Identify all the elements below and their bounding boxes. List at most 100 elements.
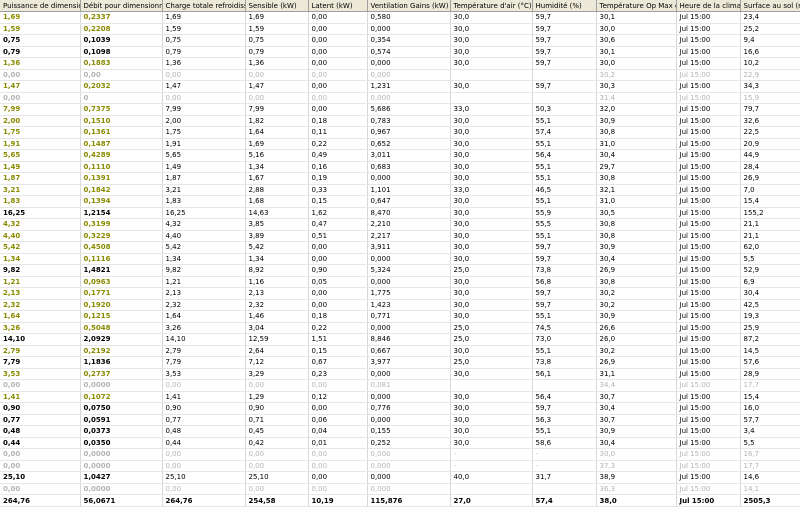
cell: 30,1: [596, 11, 677, 24]
cell: Jul 15:00: [676, 230, 741, 242]
cell: 30,0: [450, 207, 533, 219]
column-header[interactable]: Débit pour dimensionnem...: [80, 0, 163, 12]
cell: 0,354: [367, 34, 451, 47]
cell: Jul 15:00: [676, 368, 741, 380]
data-row: 1,49 0,1110 1,49 1,34 0,16 0,683 30,0 55,1 29,7 J…: [0, 161, 800, 173]
cell: 0,16: [308, 161, 368, 173]
cell: 7,79: [0, 356, 81, 369]
cell: 30,0: [450, 218, 533, 231]
column-header[interactable]: Température d'air (°C): [450, 0, 533, 12]
cell: 0,18: [308, 115, 368, 127]
column-header[interactable]: Ventilation Gains (kW): [367, 0, 451, 12]
cell: 31,1: [596, 368, 677, 380]
cell: 2,00: [0, 115, 81, 127]
cell: 0,000: [367, 368, 451, 380]
column-header[interactable]: Charge totale refroidisse...: [162, 0, 246, 12]
cell: 0,1110: [80, 161, 163, 173]
data-row: 1,87 0,1391 1,87 1,67 0,19 0,000 30,0 55,1 30,8 J…: [0, 172, 800, 185]
cell: 0,252: [367, 437, 451, 449]
cell: 1,231: [367, 80, 451, 93]
cell: Jul 15:00: [676, 149, 741, 162]
cell: 0,00: [308, 23, 368, 35]
cell: 0,00: [80, 69, 163, 81]
column-header[interactable]: Heure de la climat...: [676, 0, 741, 12]
cell: 4,40: [162, 230, 246, 242]
cell: 3,53: [0, 368, 81, 380]
cell: 55,1: [532, 172, 597, 185]
cell: 30,0: [450, 253, 533, 265]
cell: 57,6: [740, 356, 800, 369]
cell: 16,25: [162, 207, 246, 219]
cell: [450, 69, 533, 81]
cell: Jul 15:00: [676, 333, 741, 346]
cell: 31,0: [596, 195, 677, 208]
cell: 5,5: [740, 253, 800, 265]
cell: [450, 483, 533, 495]
cell: 0,18: [308, 310, 368, 323]
cell: 59,7: [532, 241, 597, 254]
cell: 8,846: [367, 333, 451, 346]
cell: 0,00: [308, 103, 368, 116]
cell: [450, 92, 533, 104]
cell: 7,99: [0, 103, 81, 116]
cell: 1,67: [245, 172, 309, 185]
cell: 0,00: [162, 460, 246, 472]
cell: Jul 15:00: [676, 471, 741, 484]
cell: 0,0000: [80, 379, 163, 392]
data-row: 1,41 0,1072 1,41 1,29 0,12 0,000 30,0 56,4 30,7 J…: [0, 391, 800, 403]
column-header[interactable]: Humidité (%): [532, 0, 597, 12]
cell: 15,4: [740, 391, 800, 403]
cell: 0,77: [162, 414, 246, 426]
cell: 1,101: [367, 184, 451, 196]
total-cell: 56,0671: [80, 494, 163, 507]
cell: 30,0: [450, 161, 533, 173]
data-row: 3,26 0,5048 3,26 3,04 0,22 0,000 25,0 74,5 26,6 J…: [0, 322, 800, 334]
cell: Jul 15:00: [676, 379, 741, 392]
cell: 1,34: [245, 253, 309, 265]
data-row: 5,65 0,4289 5,65 5,16 0,49 3,011 30,0 56,4 30,4 J…: [0, 149, 800, 162]
cell: 16,7: [740, 448, 800, 461]
cell: 5,5: [740, 437, 800, 449]
cell: Jul 15:00: [676, 80, 741, 93]
data-row: 0,48 0,0373 0,48 0,45 0,04 0,155 30,0 55,1 30,9 J…: [0, 425, 800, 438]
column-header[interactable]: Température Op Max du...: [596, 0, 677, 12]
column-header[interactable]: Latent (kW): [308, 0, 368, 12]
column-header[interactable]: Surface au sol (m2): [740, 0, 800, 12]
cell: 1,75: [162, 126, 246, 139]
cell: 5,65: [162, 149, 246, 162]
column-header[interactable]: Sensible (kW): [245, 0, 309, 12]
cell: 0,00: [308, 448, 368, 461]
cell: 1,1836: [80, 356, 163, 369]
cell: 1,2154: [80, 207, 163, 219]
cell: 0,06: [308, 414, 368, 426]
cell: 87,2: [740, 333, 800, 346]
column-header[interactable]: Puissance de dimension...: [0, 0, 81, 12]
cell: 40,0: [450, 471, 533, 484]
cell: 7,0: [740, 184, 800, 196]
cell: 3,21: [0, 184, 81, 196]
cell: 0,000: [367, 69, 451, 81]
cell: 0,4289: [80, 149, 163, 162]
cell: Jul 15:00: [676, 402, 741, 415]
cell: 30,0: [450, 138, 533, 150]
cell: 30,0: [450, 34, 533, 47]
data-row: 1,75 0,1361 1,75 1,64 0,11 0,967 30,0 57,4 30,8 J…: [0, 126, 800, 139]
cell: 0,00: [308, 34, 368, 47]
cell: 4,32: [0, 218, 81, 231]
cell: 30,4: [596, 437, 677, 449]
cell: 0,683: [367, 161, 451, 173]
cell: 9,4: [740, 34, 800, 47]
cell: 16,6: [740, 46, 800, 58]
cell: 0,00: [162, 448, 246, 461]
cell: 73,8: [532, 264, 597, 277]
cell: 0,48: [0, 425, 81, 438]
cell: 30,6: [596, 34, 677, 47]
cell: 0,42: [245, 437, 309, 449]
cell: 0,19: [308, 172, 368, 185]
data-row: 14,10 2,0929 14,10 12,59 1,51 8,846 25,0 73,0 26…: [0, 333, 800, 346]
cell: 2,88: [245, 184, 309, 196]
cell: Jul 15:00: [676, 414, 741, 426]
cell: 17,7: [740, 460, 800, 472]
cell: 3,26: [0, 322, 81, 334]
cell: 30,0: [450, 11, 533, 24]
